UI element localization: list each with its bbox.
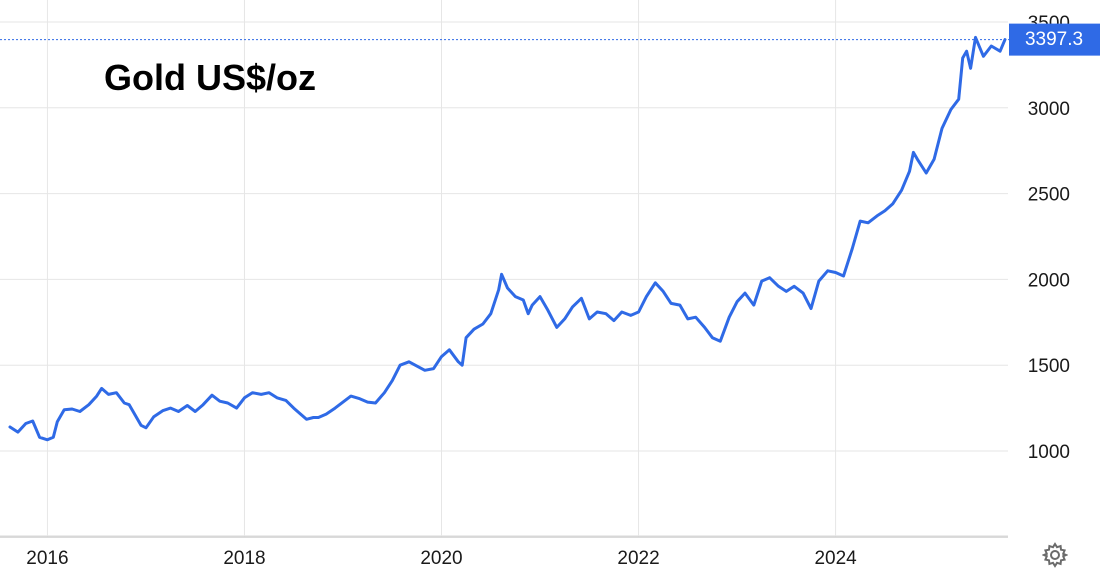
y-tick-label: 1000 [1028, 442, 1070, 463]
grid-lines [0, 0, 1008, 537]
x-axis-tick-labels: 2016 2018 2020 2022 2024 [26, 548, 857, 569]
y-tick-label: 2500 [1028, 185, 1070, 206]
y-tick-label: 2000 [1028, 270, 1070, 291]
chart-title: Gold US$/oz [104, 57, 316, 98]
settings-button[interactable] [1040, 540, 1070, 570]
last-value-label: 3397.3 [1025, 29, 1083, 50]
last-value-badge-background [1009, 23, 1100, 56]
last-value-badge: 3397.3 [1009, 23, 1100, 56]
gear-icon [1042, 542, 1068, 568]
y-tick-label: 3000 [1028, 99, 1070, 120]
gold-price-line[interactable] [8, 35, 1007, 442]
x-tick-label: 2016 [26, 548, 68, 569]
x-tick-label: 2022 [617, 548, 659, 569]
x-tick-label: 2018 [223, 548, 265, 569]
x-tick-label: 2020 [420, 548, 462, 569]
x-tick-label: 2024 [814, 548, 857, 569]
y-tick-label: 1500 [1028, 356, 1070, 377]
